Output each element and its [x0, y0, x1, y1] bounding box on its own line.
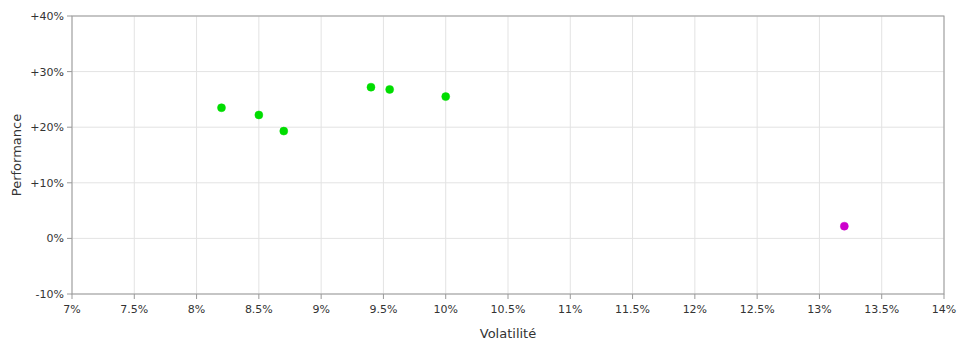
- x-tick-label: 11.5%: [615, 303, 650, 316]
- x-tick: [72, 294, 73, 299]
- point: [280, 127, 288, 135]
- y-tick-label: +10%: [30, 177, 64, 190]
- y-grid-line: [72, 182, 944, 183]
- x-tick-label: 13.5%: [864, 303, 899, 316]
- x-grid-line: [383, 16, 384, 294]
- x-tick: [445, 294, 446, 299]
- x-tick: [508, 294, 509, 299]
- point: [386, 85, 394, 93]
- chart-container: 7% 7.5% 8% 8.5% 9% 9.5% 10% 10.5% 11% 11.5% 12% 12.…: [0, 0, 966, 350]
- y-axis-label: Performance: [9, 114, 24, 196]
- x-tick-label: 9.5%: [369, 303, 397, 316]
- y-tick: [67, 294, 72, 295]
- x-grid-line: [881, 16, 882, 294]
- x-grid-line: [632, 16, 633, 294]
- x-grid-line: [445, 16, 446, 294]
- x-grid-line: [196, 16, 197, 294]
- x-grid-line: [757, 16, 758, 294]
- x-grid-line: [321, 16, 322, 294]
- x-tick-label: 8.5%: [245, 303, 273, 316]
- x-tick-label: 14%: [932, 303, 956, 316]
- x-grid-line: [570, 16, 571, 294]
- x-tick-label: 8%: [188, 303, 205, 316]
- y-tick-label: +40%: [30, 10, 64, 23]
- x-grid-line: [134, 16, 135, 294]
- point: [367, 83, 375, 91]
- x-tick-label: 12.5%: [740, 303, 775, 316]
- x-tick-label: 7%: [63, 303, 80, 316]
- x-grid-line: [819, 16, 820, 294]
- y-tick-label: -10%: [36, 288, 64, 301]
- y-tick-label: +20%: [30, 121, 64, 134]
- point: [217, 104, 225, 112]
- x-grid-line: [258, 16, 259, 294]
- x-grid-line: [694, 16, 695, 294]
- x-tick: [196, 294, 197, 299]
- x-tick: [632, 294, 633, 299]
- x-tick-label: 12%: [683, 303, 707, 316]
- x-tick-label: 11%: [558, 303, 582, 316]
- point: [442, 93, 450, 101]
- y-grid-line: [72, 127, 944, 128]
- x-tick-label: 9%: [312, 303, 329, 316]
- y-tick: [67, 16, 72, 17]
- x-tick: [757, 294, 758, 299]
- point: [255, 111, 263, 119]
- x-tick: [258, 294, 259, 299]
- y-tick: [67, 238, 72, 239]
- points: [217, 83, 848, 230]
- chart-svg: 7% 7.5% 8% 8.5% 9% 9.5% 10% 10.5% 11% 11.5% 12% 12.…: [0, 0, 966, 350]
- x-tick: [881, 294, 882, 299]
- x-tick: [819, 294, 820, 299]
- x-axis-label: Volatilité: [480, 326, 536, 341]
- x-tick-label: 13%: [807, 303, 831, 316]
- x-tick-label: 7.5%: [120, 303, 148, 316]
- y-tick: [67, 182, 72, 183]
- y-tick: [67, 71, 72, 72]
- x-tick: [570, 294, 571, 299]
- y-tick-label: +30%: [30, 66, 64, 79]
- x-grid-line: [508, 16, 509, 294]
- x-tick-label: 10.5%: [491, 303, 526, 316]
- x-tick: [383, 294, 384, 299]
- x-tick: [134, 294, 135, 299]
- grid: [72, 16, 944, 294]
- y-grid-line: [72, 71, 944, 72]
- x-tick: [694, 294, 695, 299]
- x-tick-label: 10%: [433, 303, 457, 316]
- plot-background: [72, 16, 944, 294]
- y-tick-label: 0%: [47, 232, 64, 245]
- x-tick: [321, 294, 322, 299]
- y-tick: [67, 127, 72, 128]
- plot-frame: [72, 16, 944, 294]
- x-tick: [944, 294, 945, 299]
- y-grid-line: [72, 238, 944, 239]
- point: [840, 222, 848, 230]
